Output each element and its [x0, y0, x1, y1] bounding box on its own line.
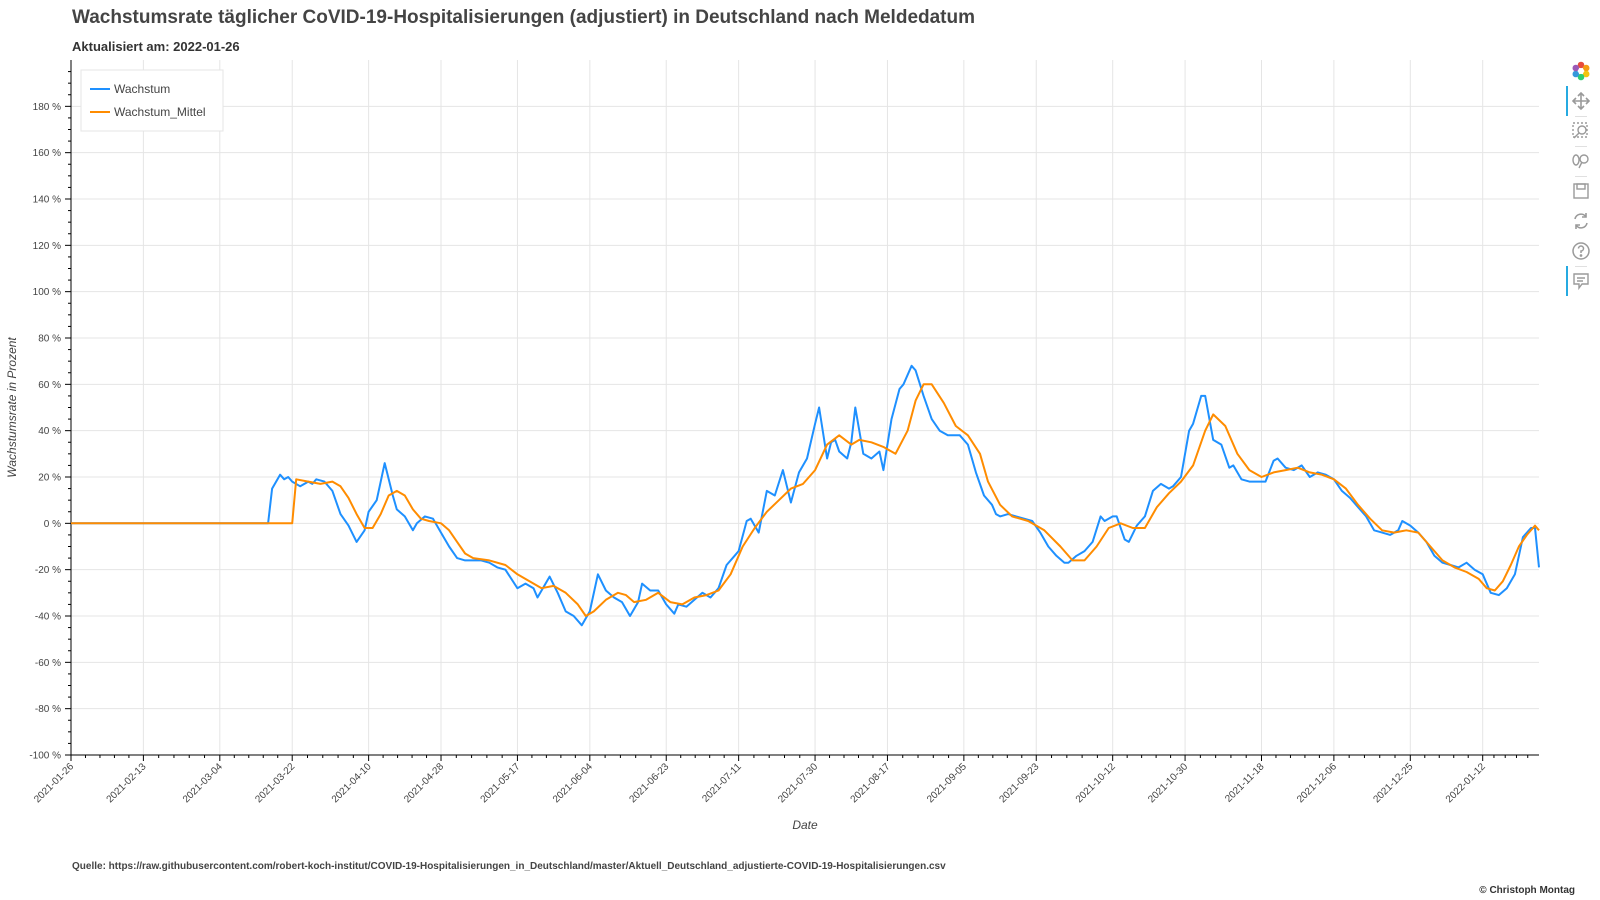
x-tick-label: 2021-03-22 [253, 761, 297, 805]
y-tick-label: 40 % [38, 426, 61, 437]
x-tick-label: 2021-07-11 [700, 761, 744, 805]
chart-toolbar [1566, 58, 1592, 303]
y-axis-label: Wachstumsrate in Prozent [5, 337, 19, 478]
legend-item-label[interactable]: Wachstum_Mittel [114, 105, 206, 119]
x-tick-label: 2021-09-05 [925, 761, 969, 805]
pan-icon[interactable] [1566, 86, 1592, 116]
toolbar-divider [1575, 266, 1587, 267]
x-tick-label: 2021-04-28 [402, 761, 446, 805]
y-tick-label: 60 % [38, 380, 61, 391]
x-tick-label: 2021-06-04 [551, 761, 595, 805]
legend[interactable]: Wachstum Wachstum_Mittel [80, 69, 224, 132]
reset-icon[interactable] [1570, 210, 1592, 232]
series [71, 364, 1540, 627]
y-tick-label: -20 % [35, 565, 61, 576]
x-axis-label: Date [792, 818, 818, 832]
x-tick-label: 2021-11-18 [1223, 761, 1267, 805]
series-line-wachstum-mittel[interactable] [71, 383, 1540, 617]
legend-box [80, 69, 224, 132]
y-tick-label: 100 % [33, 287, 61, 298]
y-tick-label: 160 % [33, 148, 61, 159]
x-tick-label: 2021-08-17 [849, 761, 893, 805]
chart-subtitle: Aktualisiert am: 2022-01-26 [72, 39, 240, 54]
save-icon[interactable] [1570, 180, 1592, 202]
x-tick-label: 2021-10-30 [1146, 761, 1190, 805]
x-tick-label: 2021-02-13 [105, 761, 149, 805]
chart-title: Wachstumsrate täglicher CoVID-19-Hospita… [72, 7, 976, 28]
help-icon[interactable] [1570, 240, 1592, 262]
x-tick-label: 2021-05-17 [479, 761, 523, 805]
y-tick-label: -100 % [29, 751, 61, 762]
bokeh-logo-icon[interactable] [1570, 60, 1592, 82]
y-tick-label: 20 % [38, 473, 61, 484]
x-tick-label: 2021-07-30 [776, 761, 820, 805]
toolbar-divider [1575, 116, 1587, 117]
x-tick-label: 2022-01-12 [1444, 761, 1488, 805]
y-tick-label: 120 % [33, 241, 61, 252]
hover-icon[interactable] [1566, 266, 1592, 296]
copyright-note: © Christoph Montag [1479, 885, 1575, 896]
y-tick-label: 0 % [44, 519, 61, 530]
box-zoom-icon[interactable] [1570, 120, 1592, 142]
x-tick-label: 2021-12-25 [1371, 761, 1415, 805]
x-tick-label: 2021-03-04 [181, 761, 225, 805]
y-tick-label: 140 % [33, 195, 61, 206]
x-tick-label: 2021-09-23 [997, 761, 1041, 805]
toolbar-divider [1575, 176, 1587, 177]
legend-item-label[interactable]: Wachstum [114, 82, 170, 96]
toolbar-divider [1575, 146, 1587, 147]
y-tick-label: 80 % [38, 334, 61, 345]
y-tick-label: 180 % [33, 102, 61, 113]
x-tick-label: 2021-06-23 [627, 761, 671, 805]
y-tick-label: -40 % [35, 612, 61, 623]
x-tick-label: 2021-10-12 [1074, 761, 1118, 805]
axes: -100 % -80 % -60 % -40 % -20 % 0 % 20 % 40 % 60 … [5, 60, 1539, 832]
y-tick-label: -60 % [35, 658, 61, 669]
grid [70, 60, 1539, 756]
x-tick-label: 2021-12-06 [1295, 761, 1339, 805]
x-tick-label: 2021-01-26 [32, 761, 76, 805]
y-tick-label: -80 % [35, 704, 61, 715]
x-tick-label: 2021-04-10 [330, 761, 374, 805]
source-note: Quelle: https://raw.githubusercontent.co… [72, 861, 946, 872]
series-line-wachstum[interactable] [71, 364, 1540, 627]
wheel-zoom-icon[interactable] [1570, 150, 1592, 172]
